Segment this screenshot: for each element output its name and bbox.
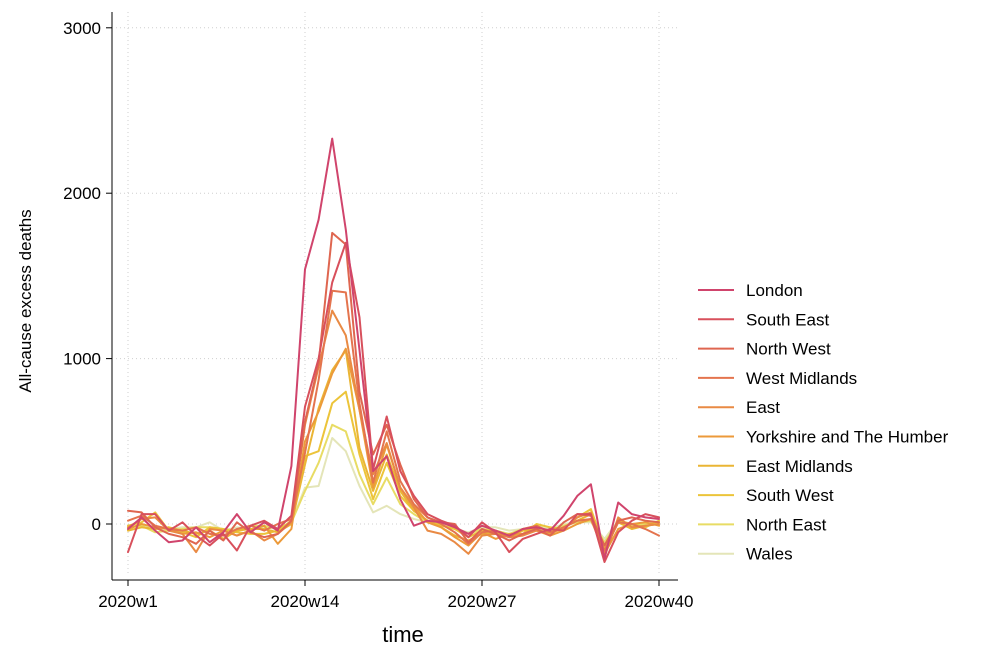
y-tick-label: 1000	[63, 350, 101, 369]
legend-item: East Midlands	[698, 457, 853, 476]
legend-item: North East	[698, 515, 827, 534]
series-line-london	[127, 137, 660, 560]
x-tick-label: 2020w14	[270, 592, 339, 611]
x-tick-label: 2020w1	[98, 592, 158, 611]
legend-label: London	[746, 281, 803, 300]
x-axis-title: time	[382, 622, 424, 647]
legend-label: East Midlands	[746, 457, 853, 476]
series-line-west-midlands	[127, 289, 660, 552]
legend-label: South East	[746, 310, 829, 329]
legend-label: East	[746, 398, 780, 417]
y-tick-label: 0	[92, 515, 101, 534]
y-tick-label: 2000	[63, 184, 101, 203]
x-tick-label: 2020w27	[447, 592, 516, 611]
legend-item: Yorkshire and The Humber	[698, 428, 949, 447]
legend-label: North West	[746, 340, 831, 359]
legend-item: South East	[698, 310, 829, 329]
y-ticks: 0 1000 2000 3000	[63, 19, 112, 534]
legend-item: North West	[698, 340, 831, 359]
x-ticks: 2020w1 2020w14 2020w27 2020w40	[98, 580, 694, 611]
legend: London South East North West West Midlands E…	[698, 281, 949, 564]
series-lines	[127, 137, 660, 563]
axes: 0 1000 2000 3000 2020w1 2020w14 2020w27 2020w4…	[63, 12, 694, 611]
legend-item: London	[698, 281, 803, 300]
legend-label: Wales	[746, 545, 793, 564]
series-line-north-west	[127, 231, 660, 547]
y-axis-title: All-cause excess deaths	[16, 209, 35, 392]
y-tick-label: 3000	[63, 19, 101, 38]
grid	[116, 12, 678, 576]
legend-item: West Midlands	[698, 369, 857, 388]
series-line-south-east	[127, 241, 660, 563]
legend-item: South West	[698, 486, 834, 505]
legend-item: East	[698, 398, 780, 417]
legend-item: Wales	[698, 545, 793, 564]
legend-label: Yorkshire and The Humber	[746, 428, 949, 447]
legend-label: West Midlands	[746, 369, 857, 388]
legend-label: South West	[746, 486, 834, 505]
x-tick-label: 2020w40	[624, 592, 693, 611]
legend-label: North East	[746, 515, 827, 534]
